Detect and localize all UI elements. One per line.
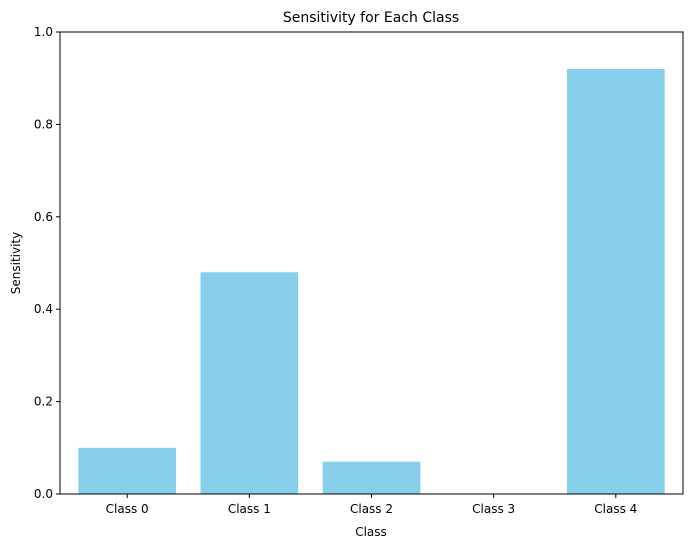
y-axis-label: Sensitivity [9, 232, 23, 294]
y-tick-label: 1.0 [34, 25, 53, 39]
y-tick-label: 0.2 [34, 395, 53, 409]
y-tick-label: 0.0 [34, 487, 53, 501]
x-tick-label: Class 0 [106, 502, 149, 516]
bar-class-4 [566, 68, 665, 495]
bar-class-0 [78, 447, 177, 494]
x-tick-label: Class 1 [228, 502, 271, 516]
y-tick-label: 0.8 [34, 117, 53, 131]
x-tick-label: Class 2 [350, 502, 393, 516]
x-tick-label: Class 4 [594, 502, 637, 516]
x-tick-label: Class 3 [472, 502, 515, 516]
chart-title: Sensitivity for Each Class [283, 10, 459, 26]
bar-class-1 [200, 272, 299, 494]
y-tick-label: 0.6 [34, 210, 53, 224]
bar-class-2 [322, 461, 421, 494]
plot-area: 0.0 0.2 0.4 0.6 0.8 1.0 Class 0 Class 1 Class 2 C… [34, 25, 684, 516]
x-axis-label: Class [355, 525, 387, 539]
y-tick-label: 0.4 [34, 302, 53, 316]
